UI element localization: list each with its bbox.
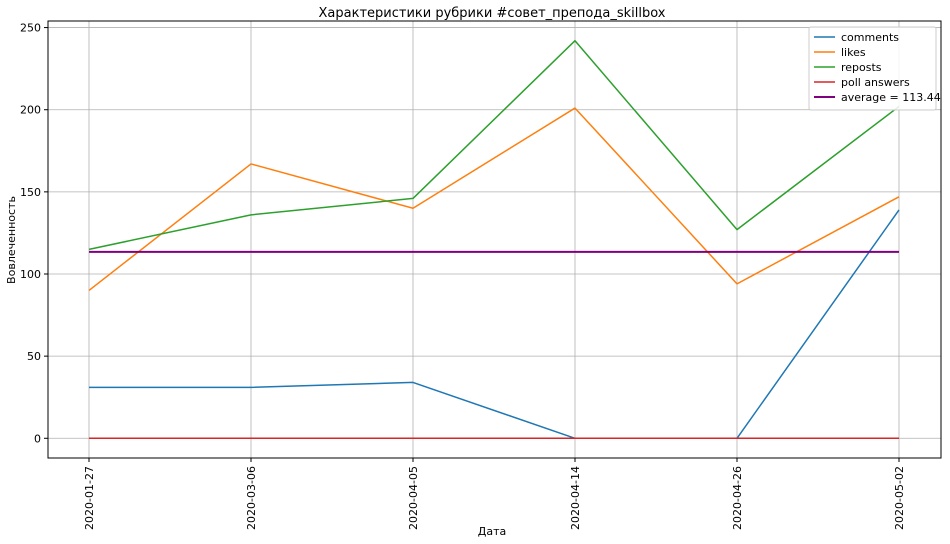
x-tick-label: 2020-05-02 [893,466,906,530]
series-lines [88,39,900,440]
series-line-reposts [88,39,900,251]
x-tick-label: 2020-04-14 [569,466,582,530]
x-tick-label: 2020-04-05 [407,466,420,530]
y-axis-ticks: 0 50 100 150 200 250 [20,22,48,445]
y-tick-label: 200 [20,104,41,117]
legend-label: comments [841,31,899,44]
x-tick-label: 2020-03-06 [245,466,258,530]
legend-label: reposts [841,61,882,74]
grid [48,21,941,458]
legend-label: average = 113.44 [841,91,941,104]
y-tick-label: 50 [27,350,41,363]
y-tick-label: 0 [34,432,41,445]
legend-label: poll answers [841,76,910,89]
plot-frame [47,20,942,459]
legend-box [808,26,937,111]
legend-label: likes [841,46,866,59]
x-axis-ticks: 2020-01-27 2020-03-06 2020-04-05 2020-04-14… [83,458,906,530]
series-line-likes [88,107,900,292]
series-line-comments [89,209,900,440]
y-tick-label: 150 [20,186,41,199]
y-tick-label: 250 [20,22,41,35]
x-tick-label: 2020-04-26 [731,466,744,530]
y-axis-label: Вовлеченность [5,196,18,284]
x-axis-label: Дата [478,525,506,538]
x-tick-label: 2020-01-27 [83,466,96,530]
legend: comments likes reposts poll answers average … [808,26,941,111]
y-tick-label: 100 [20,268,41,281]
chart-title: Характеристики рубрики #совет_препода_sk… [319,6,666,21]
